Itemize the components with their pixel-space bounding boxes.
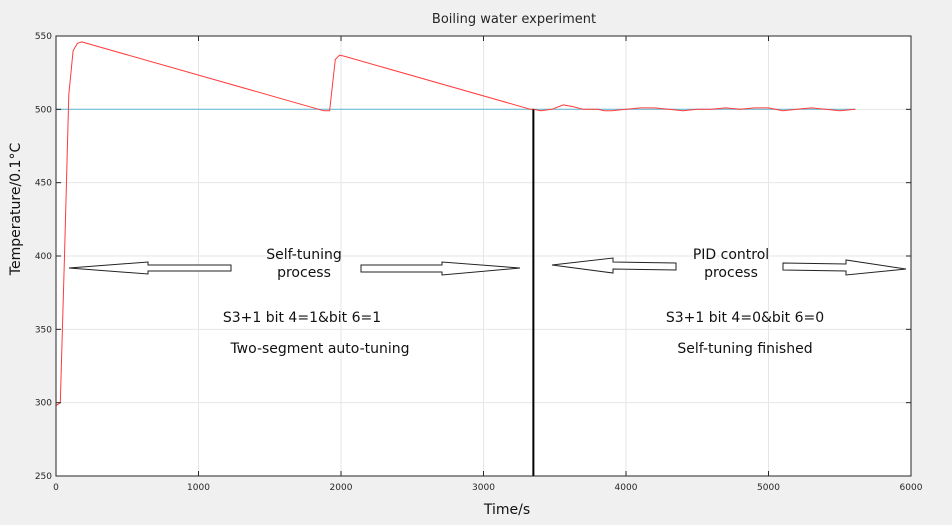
y-axis-label: Temperature/0.1°C	[8, 143, 24, 277]
right-arrow-icon	[360, 261, 521, 276]
right-setting-text: S3+1 bit 4=0&bit 6=0	[666, 310, 824, 326]
y-tick-label: 250	[35, 472, 52, 482]
y-tick-label: 350	[35, 325, 52, 335]
right-phase-line2: process	[704, 265, 758, 281]
x-tick-label: 5000	[757, 483, 780, 493]
x-tick-label: 1000	[187, 483, 210, 493]
x-tick-label: 6000	[900, 483, 923, 493]
temperature-series-line	[55, 41, 856, 407]
right-arrow-icon	[782, 259, 907, 276]
y-tick-label: 550	[35, 32, 52, 42]
y-tick-label: 500	[35, 105, 52, 115]
left-phase-line2: process	[277, 265, 331, 281]
x-tick-label: 3000	[472, 483, 495, 493]
y-tick-label: 450	[35, 179, 52, 189]
x-tick-label: 2000	[330, 483, 353, 493]
tick-layer: 0 1000 2000 3000 4000 5000 6000 250 300 350 400 450…	[35, 32, 923, 493]
x-tick-label: 0	[53, 483, 59, 493]
y-tick-label: 400	[35, 252, 52, 262]
chart-title: Boiling water experiment	[432, 12, 596, 27]
x-tick-label: 4000	[615, 483, 638, 493]
right-mode-text: Self-tuning finished	[677, 341, 812, 357]
left-setting-text: S3+1 bit 4=1&bit 6=1	[223, 310, 381, 326]
left-phase-line1: Self-tuning	[266, 247, 342, 263]
y-tick-label: 300	[35, 399, 52, 409]
left-arrow-icon	[551, 257, 677, 274]
left-arrow-icon	[68, 261, 232, 275]
series-layer	[55, 41, 856, 476]
x-axis-label: Time/s	[483, 502, 530, 518]
right-phase-line1: PID control	[693, 247, 769, 263]
left-mode-text: Two-segment auto-tuning	[229, 341, 409, 357]
